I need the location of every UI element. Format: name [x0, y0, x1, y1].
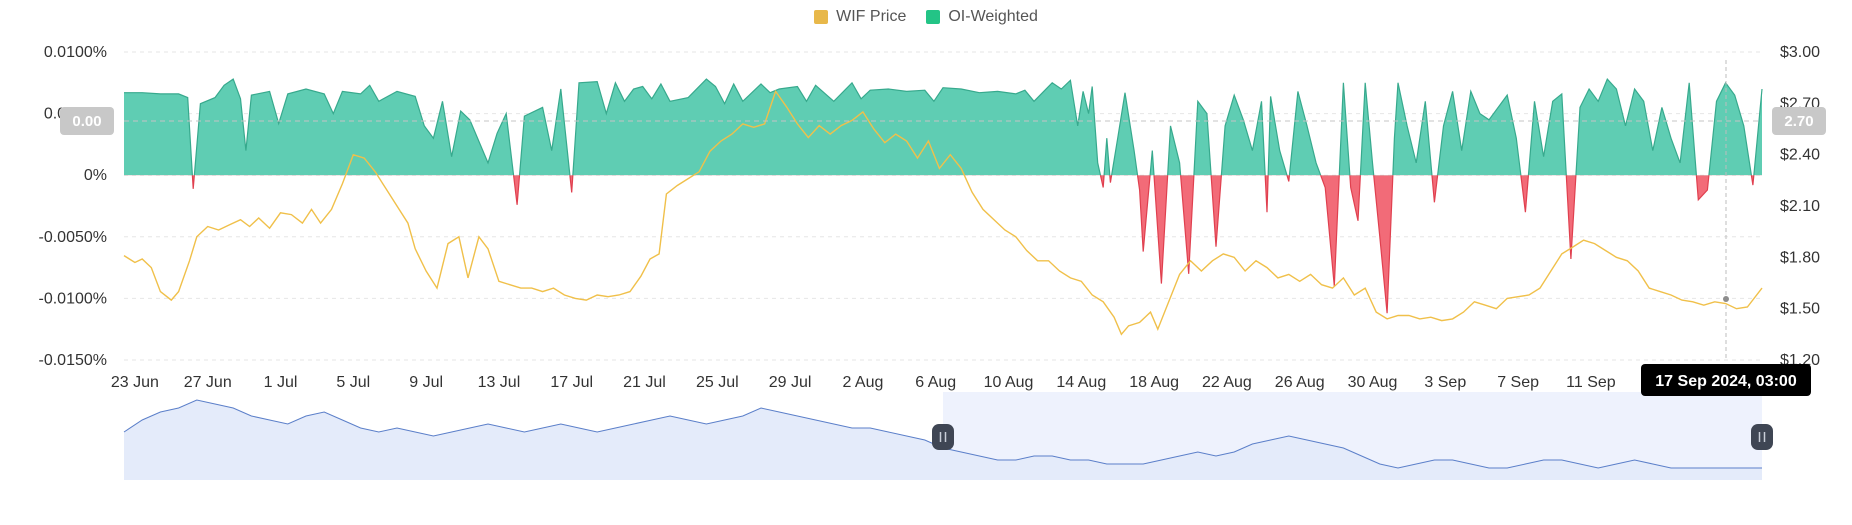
x-tick-label: 3 Sep — [1424, 374, 1466, 391]
x-tick-label: 6 Aug — [915, 374, 956, 391]
left-tick-label: -0.0050% — [39, 229, 108, 246]
x-tick-label: 11 Sep — [1566, 374, 1616, 391]
x-tick-label: 5 Jul — [336, 374, 370, 391]
crosshair-left-badge — [60, 107, 114, 135]
left-tick-label: -0.0150% — [39, 352, 108, 369]
price-line — [123, 89, 1763, 336]
x-tick-label: 9 Jul — [409, 374, 443, 391]
x-tick-label: 25 Jul — [696, 374, 739, 391]
left-tick-label: -0.0100% — [39, 290, 108, 307]
oi-positive-area — [124, 79, 1762, 176]
navigator-right-handle[interactable] — [1751, 424, 1773, 450]
x-tick-label: 18 Aug — [1129, 374, 1179, 391]
handle-body — [1751, 424, 1773, 450]
x-tick-label: 23 Jun — [111, 374, 159, 391]
crosshair-right-badge — [1772, 107, 1826, 135]
x-tick-label: 13 Jul — [478, 374, 521, 391]
left-tick-label: 0% — [84, 167, 107, 184]
x-tick-label: 26 Aug — [1275, 374, 1325, 391]
crosshair-date-tooltip — [1641, 364, 1811, 396]
legend-label-price: WIF Price — [836, 8, 907, 25]
crosshair-right-value: 2.70 — [1784, 113, 1813, 130]
handle-body — [932, 424, 954, 450]
right-tick-label: $2.40 — [1780, 147, 1820, 164]
x-tick-label: 2 Aug — [842, 374, 883, 391]
left-tick-label: 0.0100% — [44, 44, 107, 61]
oi-positive-line — [124, 77, 1763, 176]
x-tick-label: 29 Jul — [769, 374, 812, 391]
oi-swatch-icon — [926, 10, 941, 24]
axis-labels: 0.0100%0.0050%0%-0.0050%-0.0100%-0.0150%… — [39, 44, 1821, 391]
legend-item-oi[interactable]: OI-Weighted — [926, 8, 1038, 26]
crosshair-point — [1723, 296, 1729, 302]
navigator-left-handle[interactable] — [932, 424, 954, 450]
x-tick-label: 10 Aug — [984, 374, 1034, 391]
crosshair-date-label: 17 Sep 2024, 03:00 — [1655, 373, 1797, 390]
chart-marks — [123, 77, 1763, 336]
crosshair-left-value: 0.00 — [72, 113, 101, 130]
price-swatch-icon — [814, 10, 829, 24]
legend-label-oi: OI-Weighted — [948, 8, 1038, 25]
x-tick-label: 17 Jul — [550, 374, 593, 391]
navigator-area — [124, 400, 1762, 480]
x-tick-label: 14 Aug — [1056, 374, 1106, 391]
navigator[interactable] — [123, 392, 1773, 480]
right-tick-label: $3.00 — [1780, 44, 1820, 61]
legend-item-price[interactable]: WIF Price — [814, 8, 906, 26]
right-tick-label: $2.10 — [1780, 198, 1820, 215]
x-tick-label: 7 Sep — [1497, 374, 1539, 391]
crosshair-overlay: 0.00 2.70 17 Sep 2024, 03:00 — [60, 60, 1826, 396]
right-tick-label: $1.50 — [1780, 301, 1820, 318]
x-tick-label: 27 Jun — [184, 374, 232, 391]
legend: WIF Price OI-Weighted — [0, 8, 1852, 26]
x-tick-label: 22 Aug — [1202, 374, 1252, 391]
x-tick-label: 30 Aug — [1348, 374, 1398, 391]
x-tick-label: 21 Jul — [623, 374, 666, 391]
x-tick-label: 1 Jul — [264, 374, 298, 391]
right-tick-label: $1.80 — [1780, 249, 1820, 266]
